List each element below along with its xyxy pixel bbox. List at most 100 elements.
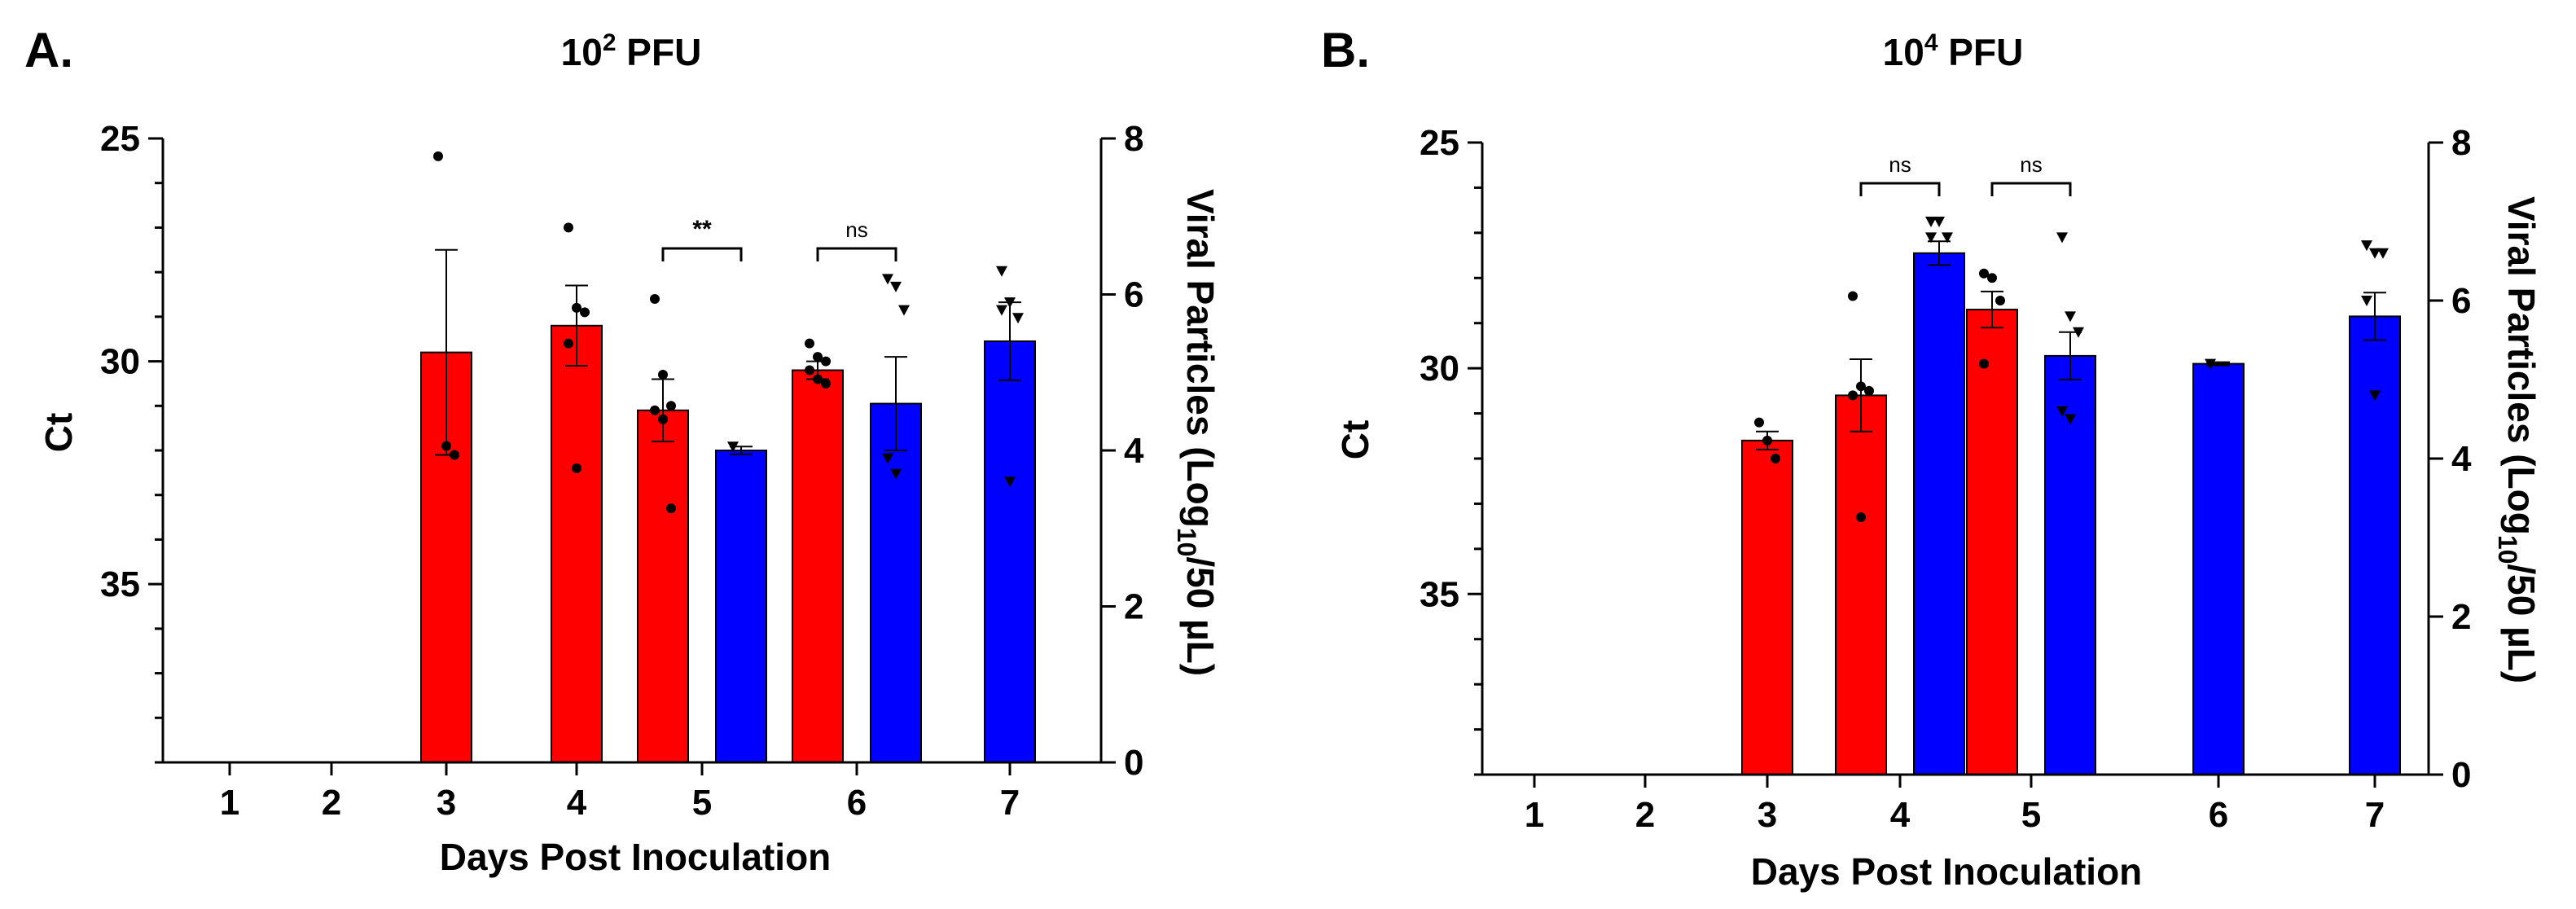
panel-b-x-tick-label: 1 [1525, 795, 1544, 835]
panel-a-right-tick-label: 2 [1124, 587, 1143, 627]
panel-b-left-tick-label: 30 [1420, 349, 1459, 389]
panel-a-point [666, 503, 676, 514]
panel-a-bar-vp-day5 [715, 450, 767, 763]
panel-b-point [2073, 327, 2084, 338]
panel-b-point [1848, 291, 1858, 301]
panel-b-left-axis-label: Ct [1334, 420, 1376, 460]
panel-a-point [658, 369, 668, 380]
panel-b-bar-ct-day3 [1741, 439, 1793, 775]
panel-a-point [650, 293, 660, 304]
panel-a-right-tick-label: 4 [1124, 431, 1144, 471]
panel-a-bar-vp-day6 [870, 402, 922, 763]
panel-b-x-tick-label: 5 [2021, 795, 2041, 835]
panel-b-point [2065, 414, 2076, 425]
panel-b-bar-ct-day5 [1966, 309, 2018, 776]
panel-b-point [1942, 232, 1953, 244]
panel-b-point [1762, 435, 1772, 446]
panel-a-title: 102 PFU [561, 29, 702, 73]
panel-a-point [441, 441, 451, 451]
panel-b-bar-vp-day6 [2192, 362, 2245, 775]
panel-a-point [890, 468, 902, 480]
panel-a-left-tick-label: 35 [100, 564, 140, 604]
panel-b-sig-label: ns [1889, 152, 1911, 177]
panel-a-point [580, 307, 590, 318]
panel-a-point [1012, 313, 1024, 324]
panel-b-point [1856, 381, 1866, 392]
panel-a-point [890, 281, 902, 292]
panel-b-x-tick-label: 7 [2365, 795, 2385, 835]
panel-a-left-tick-label: 30 [100, 342, 140, 382]
panel-a-right-axis-label: Viral Particles (Log10/50 µL) [1172, 189, 1222, 676]
panel-b-right-tick-label: 8 [2451, 123, 2471, 163]
panel-b-title: 104 PFU [1883, 29, 2024, 73]
panel-b-point [2377, 248, 2389, 259]
panel-a-point [564, 222, 573, 233]
panel-b-point [1848, 390, 1858, 401]
panel-a-point [821, 356, 831, 367]
panel-b-x-tick-label: 6 [2209, 795, 2228, 835]
panel-a-point [805, 365, 814, 375]
panel-b-bar-vp-day7 [2349, 315, 2401, 775]
panel-b-x-tick-label: 3 [1758, 795, 1777, 835]
panel-a-right-tick-label: 6 [1124, 275, 1143, 315]
panel-b-label: B. [1321, 23, 1370, 77]
panel-a-right-tick-label: 8 [1124, 119, 1143, 159]
panel-b-point [1987, 273, 1997, 283]
panel-a-x-tick-label: 6 [847, 783, 867, 823]
panel-a-point [882, 274, 893, 285]
panel-b-right-axis-label: Viral Particles (Log10/50 µL) [2493, 196, 2543, 683]
panel-b-point [1979, 268, 1989, 279]
panel-b-left-tick-label: 25 [1420, 123, 1459, 163]
panel-a-point [813, 352, 823, 362]
panel-b-sig-bracket [1990, 182, 2072, 196]
panel-a-x-tick-label: 4 [567, 783, 587, 823]
panel-b-plot: 25 30 35 0 2 4 6 8 1 2 3 4 5 6 7 ns ns [1420, 123, 2472, 835]
panel-a-point [666, 401, 676, 411]
panel-a-right-tick-label: 0 [1124, 743, 1143, 783]
panel-b-point [2361, 240, 2372, 252]
panel-a-bar-ct-day5 [637, 409, 689, 763]
panel-a-point [1004, 297, 1016, 309]
panel-b-bar-vp-day5 [2044, 354, 2096, 775]
panel-b-point [2361, 296, 2372, 306]
panel-a-point [450, 450, 459, 460]
panel-a-point [821, 378, 831, 389]
panel-b-point [2056, 232, 2068, 244]
panel-b-bar-ct-day4 [1835, 394, 1887, 775]
panel-a-point [813, 374, 823, 384]
panel-b-left-tick-label: 35 [1420, 574, 1459, 614]
panel-a-bar-vp-day7 [984, 340, 1036, 763]
panel-b: B. 104 PFU Days Post Inoculation Ct Vira… [1321, 23, 2543, 893]
panel-b-point [1925, 232, 1937, 244]
panel-b-point [1864, 385, 1874, 396]
panel-a-point [805, 338, 814, 349]
panel-a-plot: 25 30 35 0 2 4 6 8 1 2 3 4 5 6 7 ** ns [100, 119, 1144, 823]
panel-a-point [898, 305, 910, 316]
panel-b-right-tick-label: 0 [2451, 755, 2471, 795]
panel-b-right-tick-label: 4 [2451, 439, 2472, 479]
panel-b-point [2205, 358, 2216, 370]
panel-b-point [2369, 248, 2381, 259]
panel-a-x-tick-label: 1 [220, 783, 239, 823]
panel-a-x-tick-label: 3 [437, 783, 456, 823]
panel-b-point [1979, 358, 1989, 369]
panel-a-point [650, 405, 660, 415]
panel-a-x-tick-label: 5 [692, 783, 712, 823]
panel-b-point [1925, 217, 1937, 227]
panel-a-point [572, 302, 581, 313]
panel-a-label: A. [24, 23, 73, 77]
panel-a-point [433, 151, 443, 161]
panel-b-point [1933, 217, 1945, 227]
panel-b-point [1754, 417, 1764, 428]
panel-b-point [2369, 390, 2381, 402]
panel-a-point [658, 414, 668, 424]
panel-a-point [1004, 476, 1016, 488]
panel-a-left-axis-label: Ct [37, 413, 80, 453]
panel-a-sig-label: ** [692, 216, 712, 243]
panel-a-left-tick-label: 25 [100, 119, 140, 159]
panel-b-point [1771, 454, 1780, 463]
panel-b-right-tick-label: 6 [2451, 281, 2471, 321]
panel-a-sig-bracket [661, 247, 743, 261]
panel-a-x-tick-label: 2 [322, 783, 341, 823]
